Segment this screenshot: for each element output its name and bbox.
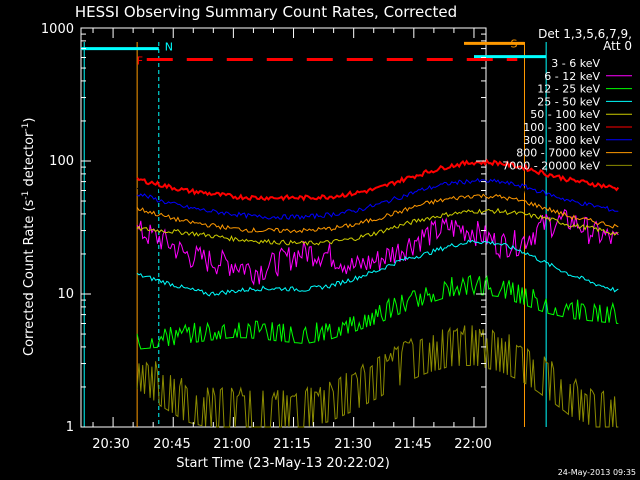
y-tick-label-10: 10 <box>57 287 74 302</box>
footer-date: 24-May-2013 09:35 <box>558 468 636 477</box>
series-line <box>136 158 620 202</box>
legend-label: 300 - 800 keV <box>523 134 600 147</box>
series-line <box>136 193 619 234</box>
series-line <box>136 177 619 220</box>
night-marker-label: N <box>165 41 173 54</box>
legend-label: 3 - 6 keV <box>551 57 600 70</box>
y-axis: 1 10 100 1000 Corrected Count Rate (s-1 … <box>21 22 486 435</box>
legend-label: 50 - 100 keV <box>530 108 600 121</box>
plot-area: N S F <box>80 27 620 428</box>
y-axis-label: Corrected Count Rate (s-1 detector-1) <box>21 118 37 356</box>
series-line <box>136 208 619 286</box>
chart-title: HESSI Observing Summary Count Rates, Cor… <box>75 3 457 21</box>
series-line <box>136 239 619 297</box>
saa-marker-label: S <box>510 37 517 50</box>
legend-label: 100 - 300 keV <box>523 121 600 134</box>
x-tick-label: 21:30 <box>334 437 371 452</box>
x-tick-label: 21:45 <box>394 437 431 452</box>
x-axis-label: Start Time (23-May-13 20:22:02) <box>176 456 390 471</box>
legend-label: 800 - 7000 keV <box>516 147 600 160</box>
legend-label: 12 - 25 keV <box>537 83 600 96</box>
legend-label: 7000 - 20000 keV <box>502 159 600 172</box>
y-tick-label-1: 1 <box>66 420 74 435</box>
legend-label: 6 - 12 keV <box>544 70 600 83</box>
series-line <box>136 160 619 227</box>
x-axis: 20:30 20:45 21:00 21:15 21:30 21:45 22:0… <box>92 28 492 471</box>
y-tick-label-1000: 1000 <box>41 22 74 37</box>
legend-detectors: Det 1,3,5,6,7,9, <box>538 27 632 41</box>
x-tick-label: 20:45 <box>153 437 190 452</box>
series-line <box>136 325 619 428</box>
y-tick-label-100: 100 <box>49 154 74 169</box>
series-line <box>136 207 619 246</box>
x-tick-label: 21:15 <box>273 437 310 452</box>
x-tick-label: 20:30 <box>92 437 129 452</box>
legend-label: 25 - 50 keV <box>537 95 600 108</box>
flare-marker-label: F <box>137 54 143 67</box>
x-tick-label: 21:00 <box>213 437 250 452</box>
series-line <box>136 274 619 350</box>
legend-attenuator: Att 0 <box>603 39 632 53</box>
plot-frame <box>80 27 487 428</box>
x-tick-label: 22:00 <box>454 437 491 452</box>
